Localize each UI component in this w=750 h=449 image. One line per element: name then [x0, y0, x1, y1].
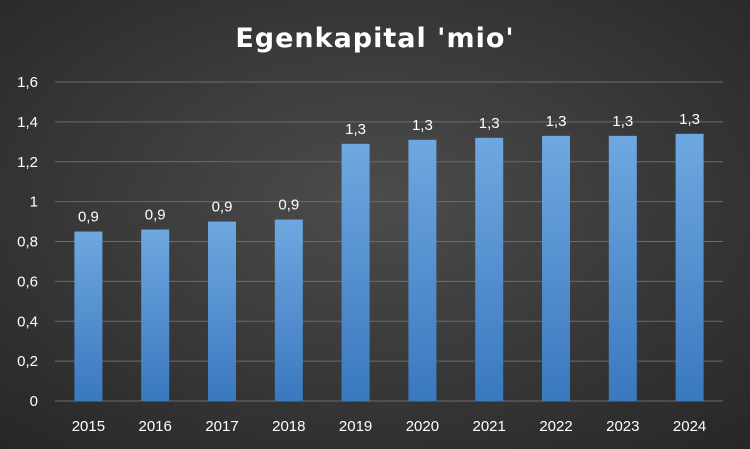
- bar: [274, 219, 303, 401]
- bar: [341, 143, 370, 401]
- x-tick-label: 2015: [72, 418, 105, 435]
- bar: [74, 231, 103, 401]
- bar: [141, 229, 170, 401]
- x-tick-label: 2020: [406, 418, 439, 435]
- data-labels: 0,9 0,9 0,9 0,9 1,3 1,3 1,3 1,3 1,3 1,3: [78, 111, 700, 226]
- data-label: 0,9: [145, 207, 166, 224]
- data-label: 1,3: [479, 115, 500, 132]
- y-tick-label: 0,4: [17, 313, 38, 330]
- x-axis-ticks: 2015 2016 2017 2018 2019 2020 2021 2022 2023 2024: [72, 418, 707, 435]
- bar: [675, 133, 704, 401]
- y-axis-ticks: 0 0,2 0,4 0,6 0,8 1 1,2 1,4 1,6: [17, 74, 38, 410]
- bar: [208, 221, 236, 401]
- x-tick-label: 2019: [339, 418, 372, 435]
- y-tick-label: 1,4: [17, 114, 38, 131]
- bar: [608, 135, 637, 402]
- y-tick-label: 1: [30, 194, 38, 211]
- x-tick-label: 2017: [205, 418, 238, 435]
- bar: [475, 137, 504, 401]
- data-label: 0,9: [78, 209, 99, 226]
- x-tick-label: 2018: [272, 418, 305, 435]
- y-tick-label: 0: [30, 393, 38, 410]
- y-tick-label: 1,2: [17, 154, 38, 171]
- data-label: 1,3: [679, 111, 700, 128]
- data-label: 1,3: [612, 113, 633, 130]
- bar: [408, 139, 437, 401]
- y-tick-label: 0,6: [17, 273, 38, 290]
- x-tick-label: 2023: [606, 418, 639, 435]
- data-label: 0,9: [278, 197, 299, 214]
- data-label: 1,3: [345, 121, 366, 138]
- x-tick-label: 2024: [673, 418, 706, 435]
- x-tick-label: 2016: [139, 418, 172, 435]
- x-tick-label: 2022: [539, 418, 572, 435]
- data-label: 1,3: [412, 117, 433, 134]
- y-tick-label: 1,6: [17, 74, 38, 91]
- y-tick-label: 0,2: [17, 353, 38, 370]
- y-tick-label: 0,8: [17, 234, 38, 251]
- data-label: 0,9: [212, 199, 233, 216]
- chart-title: Egenkapital 'mio': [235, 23, 514, 54]
- bar: [542, 135, 570, 402]
- data-label: 1,3: [546, 113, 567, 130]
- bars: [74, 133, 704, 402]
- x-tick-label: 2021: [473, 418, 506, 435]
